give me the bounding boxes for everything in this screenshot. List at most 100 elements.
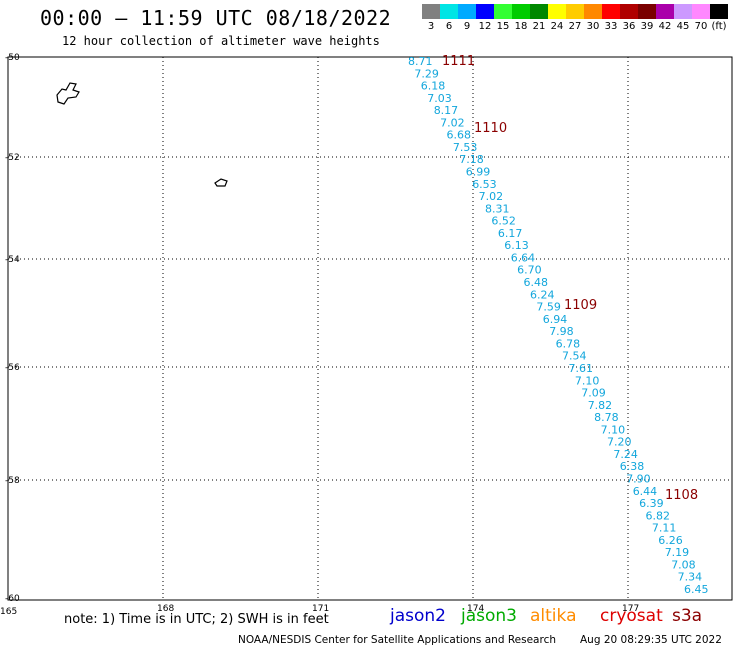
satellite-name: jason2 bbox=[390, 606, 446, 626]
island-auckland bbox=[56, 82, 80, 105]
legend-swatch bbox=[692, 4, 710, 19]
wave-height-label: 7.10 bbox=[601, 423, 626, 436]
pass-time-label: 1108 bbox=[665, 488, 698, 503]
wave-height-label: 7.59 bbox=[536, 301, 561, 314]
legend-label: 39 bbox=[640, 21, 654, 32]
legend-swatch bbox=[440, 4, 458, 19]
legend-swatch bbox=[512, 4, 530, 19]
island-bounty bbox=[214, 178, 228, 187]
legend-label: 30 bbox=[586, 21, 600, 32]
legend-swatch bbox=[566, 4, 584, 19]
legend-swatch bbox=[656, 4, 674, 19]
legend-label: 6 bbox=[445, 21, 453, 32]
wave-height-label: 8.17 bbox=[434, 104, 459, 117]
wave-height-label: 7.98 bbox=[549, 325, 574, 338]
wave-height-label: 6.48 bbox=[524, 276, 549, 289]
legend-label: 45 bbox=[676, 21, 690, 32]
wave-height-label: 6.64 bbox=[511, 252, 536, 265]
axis-labels: -50 -52 -54 -56 -58 -60 165 168 171 174 177 bbox=[0, 53, 639, 617]
wave-height-label: 6.94 bbox=[543, 313, 568, 326]
latitude-label: -54 bbox=[5, 255, 20, 265]
legend-swatch bbox=[548, 4, 566, 19]
legend-swatch bbox=[422, 4, 440, 19]
credit-line: NOAA/NESDIS Center for Satellite Applica… bbox=[238, 634, 556, 646]
wave-height-label: 6.44 bbox=[633, 485, 658, 498]
wave-height-label: 7.90 bbox=[626, 473, 651, 486]
legend-label: (ft) bbox=[711, 21, 727, 32]
wave-height-label: 7.11 bbox=[652, 522, 677, 535]
map-border bbox=[7, 56, 733, 601]
map-grid bbox=[8, 57, 732, 600]
legend-label: 21 bbox=[532, 21, 546, 32]
wave-height-label: 6.13 bbox=[504, 239, 529, 252]
footnote: note: 1) Time is in UTC; 2) SWH is in fe… bbox=[64, 612, 329, 627]
longitude-label: 177 bbox=[622, 604, 639, 614]
legend-swatch bbox=[602, 4, 620, 19]
wave-height-label: 7.02 bbox=[440, 116, 465, 129]
latitude-label: -58 bbox=[5, 476, 20, 486]
legend-swatch bbox=[584, 4, 602, 19]
legend-label: 27 bbox=[568, 21, 582, 32]
legend-label: 42 bbox=[658, 21, 672, 32]
wave-height-label: 6.24 bbox=[530, 288, 555, 301]
wave-height-label: 6.99 bbox=[466, 166, 491, 179]
timestamp: Aug 20 08:29:35 UTC 2022 bbox=[580, 634, 722, 646]
legend-swatch bbox=[476, 4, 494, 19]
wave-height-label: 7.54 bbox=[562, 350, 587, 363]
wave-height-label: 6.53 bbox=[472, 178, 497, 191]
wave-height-label: 7.09 bbox=[581, 387, 606, 400]
latitude-label: -60 bbox=[5, 594, 20, 604]
wave-height-label: 6.78 bbox=[556, 337, 581, 350]
wave-height-label: 7.19 bbox=[665, 546, 690, 559]
wave-height-label: 6.68 bbox=[447, 129, 472, 142]
wave-height-label: 7.20 bbox=[607, 436, 632, 449]
wave-height-label: 7.08 bbox=[671, 558, 696, 571]
latitude-label: -52 bbox=[5, 153, 20, 163]
wave-height-label: 6.38 bbox=[620, 460, 645, 473]
legend-swatch bbox=[638, 4, 656, 19]
legend-swatch bbox=[494, 4, 512, 19]
legend-swatch bbox=[458, 4, 476, 19]
legend-swatch bbox=[710, 4, 728, 19]
wave-height-label: 7.34 bbox=[678, 571, 703, 584]
satellite-name: altika bbox=[530, 606, 577, 626]
legend-label: 36 bbox=[622, 21, 636, 32]
wave-height-label: 6.17 bbox=[498, 227, 523, 240]
pass-time-label: 1109 bbox=[564, 298, 597, 313]
legend-swatch bbox=[620, 4, 638, 19]
wave-height-label: 7.02 bbox=[479, 190, 504, 203]
wave-height-label: 8.71 bbox=[408, 55, 433, 68]
longitude-label: 168 bbox=[157, 604, 174, 614]
legend-swatch bbox=[530, 4, 548, 19]
legend-swatch bbox=[674, 4, 692, 19]
satellite-name: s3a bbox=[672, 606, 703, 626]
wave-height-label: 8.31 bbox=[485, 202, 510, 215]
wave-height-label: 7.10 bbox=[575, 374, 600, 387]
altimeter-track: 8.717.296.187.038.177.026.687.537.186.99… bbox=[408, 54, 709, 596]
wave-height-label: 7.29 bbox=[414, 67, 439, 80]
wave-height-label: 6.18 bbox=[421, 80, 446, 93]
wave-height-label: 7.24 bbox=[613, 448, 638, 461]
legend-label: 3 bbox=[427, 21, 435, 32]
wave-height-label: 7.53 bbox=[453, 141, 478, 154]
map-subtitle: 12 hour collection of altimeter wave hei… bbox=[62, 34, 380, 48]
wave-height-label: 6.39 bbox=[639, 497, 664, 510]
wave-height-label: 6.82 bbox=[646, 509, 671, 522]
wave-height-label: 7.82 bbox=[588, 399, 613, 412]
longitude-label: 165 bbox=[0, 607, 17, 617]
map-title: 00:00 – 11:59 UTC 08/18/2022 bbox=[40, 6, 392, 30]
pass-time-label: 1110 bbox=[474, 121, 507, 136]
longitude-label: 171 bbox=[312, 604, 329, 614]
legend-label: 70 bbox=[694, 21, 708, 32]
wave-height-label: 6.45 bbox=[684, 583, 709, 596]
legend-label: 15 bbox=[496, 21, 510, 32]
latitude-label: -56 bbox=[5, 363, 20, 373]
latitude-label: -50 bbox=[5, 53, 20, 63]
wave-height-label: 7.18 bbox=[459, 153, 484, 166]
satellite-name: cryosat bbox=[600, 606, 663, 626]
map-frame bbox=[7, 56, 733, 601]
legend-label: 9 bbox=[463, 21, 471, 32]
wave-height-label: 7.03 bbox=[427, 92, 452, 105]
pass-time-label: 1111 bbox=[442, 54, 475, 69]
